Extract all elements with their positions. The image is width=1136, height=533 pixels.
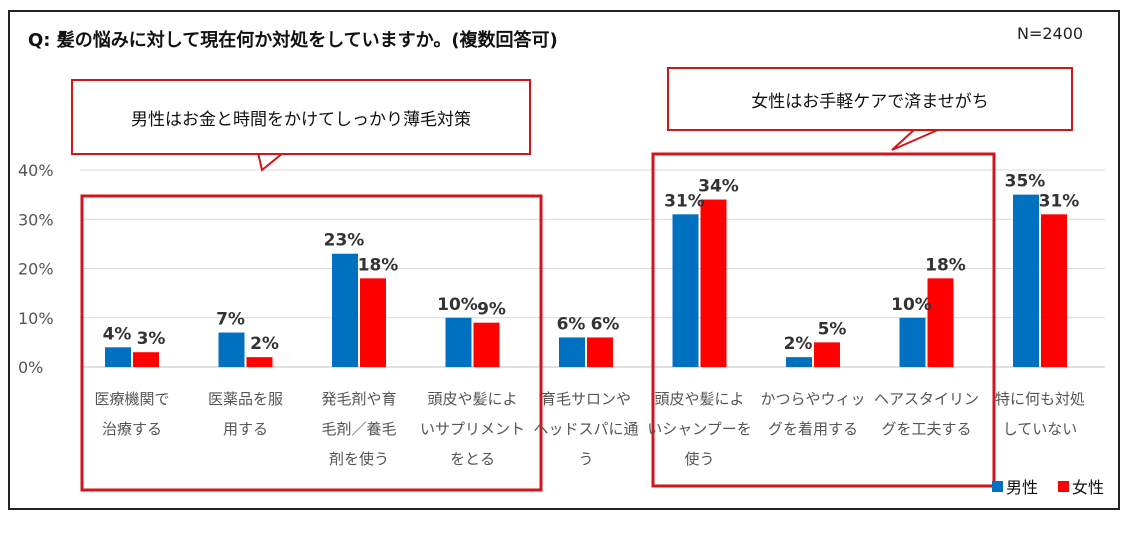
data-label-male: 10% [437,295,478,315]
callout-female: 女性はお手軽ケアで済ませがち [667,67,1073,131]
callout-female-pointer [891,128,941,151]
y-tick-label: 30% [18,210,54,229]
data-label-female: 2% [250,334,279,354]
data-label-female: 3% [137,329,166,349]
bar-male [1013,194,1039,367]
data-label-male: 35% [1005,172,1046,192]
x-tick-label: 頭皮や髪によ [654,390,744,408]
legend-male-swatch [992,480,1003,492]
data-label-male: 10% [891,295,932,315]
callout-male: 男性はお金と時間をかけてしっかり薄毛対策 [71,79,531,155]
x-tick-label: 頭皮や髪によ [427,390,517,408]
data-label-female: 31% [1039,191,1080,211]
y-tick-label: 20% [18,260,54,279]
y-tick-label: 40% [18,161,54,180]
bar-male [559,337,585,367]
bar-male [786,357,812,367]
data-label-male: 23% [324,231,365,251]
bar-female [814,342,840,367]
legend-male-label: 男性 [1006,478,1039,497]
chart-frame [8,10,1120,510]
x-tick-label: かつらやウィッ [760,390,865,408]
x-tick-label: 治療する [102,420,162,438]
data-label-female: 5% [818,319,847,339]
x-tick-label: グを着用する [768,420,858,438]
bar-female [133,352,159,367]
data-label-female: 9% [477,300,506,320]
data-label-male: 2% [784,334,813,354]
y-tick-label: 10% [18,309,54,328]
x-tick-label: をとる [450,450,495,468]
bar-male [445,317,472,367]
bar-male [218,332,245,367]
x-tick-label: 特に何も対処 [995,390,1085,408]
data-label-male: 7% [216,310,245,330]
bar-female [587,337,613,367]
data-label-female: 34% [698,177,739,197]
chart-title: Q: 髪の悩みに対して現在何か対処をしていますか。(複数回答可) [28,30,558,51]
y-tick-label: 0% [18,358,43,377]
x-tick-label: 医療機関で [94,390,169,408]
x-tick-label: していない [1003,420,1078,438]
bar-male [332,253,358,367]
x-tick-label: 使う [684,450,714,468]
x-tick-label: 発毛剤や育 [321,390,396,408]
x-tick-label: 用する [223,420,268,438]
x-tick-label: ヘアスタイリン [874,390,979,408]
bar-female [1041,214,1067,367]
bar-male [899,317,926,367]
bar-female [473,322,500,367]
legend-female: 女性 [1058,474,1104,498]
sample-size: N=2400 [1017,24,1084,43]
bar-female [927,278,954,367]
x-tick-label: 毛剤／養毛 [321,420,396,438]
bar-male [105,347,131,367]
legend-male: 男性 [992,474,1038,498]
x-tick-label: ヘッドスパに通 [533,420,638,438]
data-label-female: 6% [591,314,620,334]
highlight-box-female [651,152,996,488]
bar-female [360,278,386,367]
data-label-female: 18% [925,255,966,275]
x-tick-label: グを工夫する [881,420,971,438]
x-tick-label: 育毛サロンや [541,390,631,408]
highlight-box-male [80,194,543,492]
bar-female [700,199,727,367]
callout-male-pointer [256,152,286,172]
data-label-male: 6% [557,314,586,334]
legend-female-swatch [1058,480,1069,492]
data-label-female: 18% [358,255,399,275]
x-tick-label: いサプリメント [420,420,525,438]
legend-female-label: 女性 [1072,478,1105,497]
data-label-male: 4% [103,324,132,344]
data-label-male: 31% [664,191,705,211]
bar-female [246,357,273,367]
x-tick-label: いシャンプーを [647,420,752,438]
x-tick-label: 医薬品を服 [208,390,283,408]
x-tick-label: う [578,450,593,468]
x-tick-label: 剤を使う [329,450,389,468]
bar-male [672,214,699,367]
